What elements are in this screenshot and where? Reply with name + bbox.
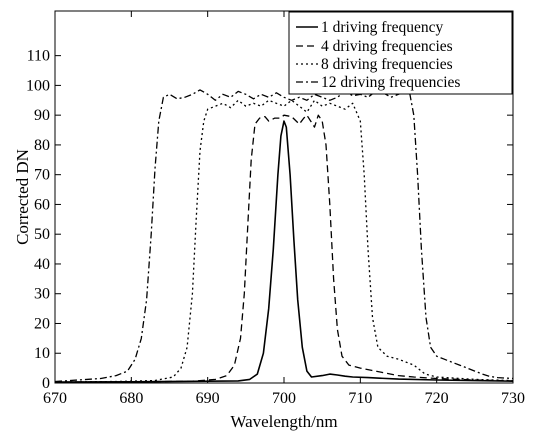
y-tick-label: 40 (34, 256, 50, 273)
series-layer (55, 90, 513, 382)
x-tick-label: 670 (43, 390, 67, 407)
legend-label-3: 8 driving frequencies (321, 56, 453, 73)
x-axis-label: Wavelength/nm (230, 412, 337, 431)
series-line-3 (55, 100, 513, 382)
series-line-1 (55, 121, 513, 382)
x-tick-label: 700 (272, 390, 296, 407)
legend-label-1: 1 driving frequency (321, 19, 443, 36)
legend-label-2: 4 driving frequencies (321, 38, 453, 55)
x-tick-label: 730 (501, 390, 525, 407)
y-tick-label: 80 (34, 137, 50, 154)
y-tick-label: 100 (26, 77, 50, 94)
legend: 1 driving frequency 4 driving frequencie… (289, 12, 512, 94)
y-tick-label: 90 (34, 107, 50, 124)
x-tick-label: 690 (196, 390, 220, 407)
x-tick-label: 680 (119, 390, 143, 407)
legend-label-4: 12 driving frequencies (321, 74, 460, 91)
x-tick-label: 710 (348, 390, 372, 407)
y-tick-label: 60 (34, 196, 50, 213)
series-line-4 (55, 90, 513, 382)
y-axis-label: Corrected DN (13, 149, 32, 245)
series-line-2 (55, 115, 513, 382)
y-tick-label: 50 (34, 226, 50, 243)
y-tick-label: 110 (27, 48, 50, 65)
y-tick-label: 70 (34, 167, 50, 184)
y-tick-label: 10 (34, 345, 50, 362)
x-tick-label: 720 (425, 390, 449, 407)
y-tick-label: 0 (42, 375, 50, 392)
y-tick-label: 30 (34, 286, 50, 303)
y-tick-label: 20 (34, 315, 50, 332)
